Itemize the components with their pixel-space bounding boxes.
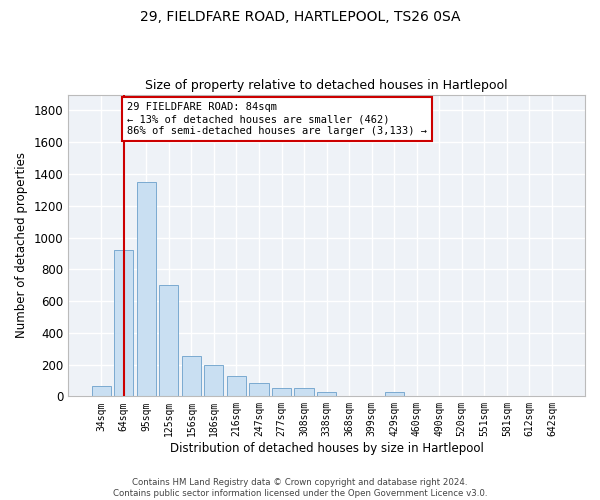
Bar	[92, 386, 111, 396]
Text: Contains HM Land Registry data © Crown copyright and database right 2024.
Contai: Contains HM Land Registry data © Crown c…	[113, 478, 487, 498]
Bar	[295, 388, 314, 396]
Bar	[159, 285, 178, 397]
Bar	[385, 392, 404, 396]
Bar	[137, 182, 156, 396]
Bar	[227, 376, 246, 396]
Bar	[114, 250, 133, 396]
Bar	[205, 364, 223, 396]
Text: 29 FIELDFARE ROAD: 84sqm
← 13% of detached houses are smaller (462)
86% of semi-: 29 FIELDFARE ROAD: 84sqm ← 13% of detach…	[127, 102, 427, 136]
Bar	[272, 388, 291, 396]
Y-axis label: Number of detached properties: Number of detached properties	[15, 152, 28, 338]
X-axis label: Distribution of detached houses by size in Hartlepool: Distribution of detached houses by size …	[170, 442, 484, 455]
Bar	[317, 392, 336, 396]
Title: Size of property relative to detached houses in Hartlepool: Size of property relative to detached ho…	[145, 79, 508, 92]
Bar	[250, 383, 269, 396]
Bar	[182, 356, 201, 397]
Text: 29, FIELDFARE ROAD, HARTLEPOOL, TS26 0SA: 29, FIELDFARE ROAD, HARTLEPOOL, TS26 0SA	[140, 10, 460, 24]
